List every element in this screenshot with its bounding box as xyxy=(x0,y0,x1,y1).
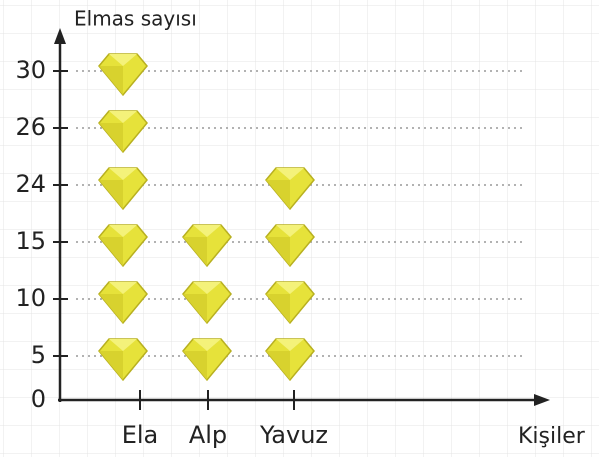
y-tick-label: 5 xyxy=(31,341,46,369)
y-tick-label: 30 xyxy=(15,56,46,84)
pictograph-column xyxy=(182,224,232,382)
diamond-facet xyxy=(99,180,123,209)
diamond-facet xyxy=(109,282,137,294)
x-tick-label: Yavuz xyxy=(259,421,328,449)
diamond-facet xyxy=(109,111,137,123)
diamond-facet xyxy=(193,282,221,294)
x-tick-label: Ela xyxy=(122,421,159,449)
diamond-facet xyxy=(276,339,304,351)
diamond-facet xyxy=(109,168,137,180)
diamond-facet xyxy=(266,294,290,323)
y-tick-label: 10 xyxy=(15,284,46,312)
diamond-facet xyxy=(183,237,207,266)
diamond-facet xyxy=(276,168,304,180)
diamond-facet xyxy=(99,294,123,323)
y-tick-label: 15 xyxy=(15,227,46,255)
x-axis-label: Kişiler xyxy=(518,424,586,449)
diamond-facet xyxy=(276,225,304,237)
x-axis-arrow xyxy=(534,394,550,406)
y-axis-arrow xyxy=(54,28,66,44)
y-tick-label: 24 xyxy=(15,170,46,198)
y-tick-label: 26 xyxy=(15,113,46,141)
diamond-facet xyxy=(266,237,290,266)
diamond-facet xyxy=(99,237,123,266)
diamond-facet xyxy=(276,282,304,294)
diamond-facet xyxy=(266,180,290,209)
y-axis-label: Elmas sayısı xyxy=(74,7,197,31)
pictograph-column xyxy=(265,167,315,382)
diamond-facet xyxy=(183,294,207,323)
diamond-facet xyxy=(193,339,221,351)
diamond-facet xyxy=(99,351,123,380)
pictograph-column xyxy=(98,53,148,382)
diamond-facet xyxy=(193,225,221,237)
diamond-facet xyxy=(109,339,137,351)
diamond-facet xyxy=(99,66,123,95)
y-tick-label: 0 xyxy=(31,385,46,413)
diamond-facet xyxy=(109,54,137,66)
diamond-facet xyxy=(109,225,137,237)
diamond-facet xyxy=(99,123,123,152)
diamond-facet xyxy=(266,351,290,380)
diamond-facet xyxy=(183,351,207,380)
x-tick-label: Alp xyxy=(189,421,227,449)
